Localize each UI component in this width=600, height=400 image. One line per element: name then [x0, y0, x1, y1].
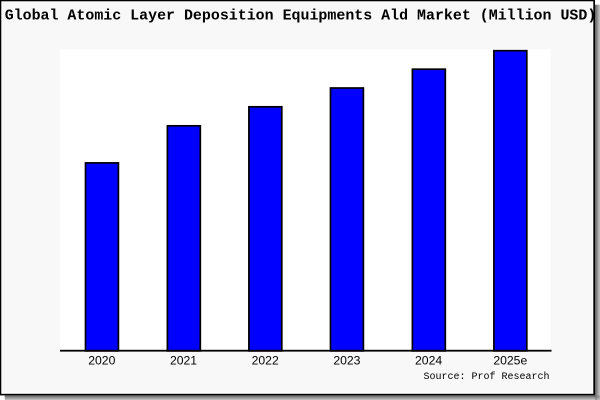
svg-text:2024: 2024 [415, 354, 442, 368]
svg-text:2021: 2021 [170, 354, 197, 368]
svg-text:Source: Prof Research: Source: Prof Research [424, 371, 550, 383]
svg-text:2025e: 2025e [493, 354, 527, 368]
svg-text:2022: 2022 [252, 354, 279, 368]
svg-text:Global Atomic Layer Deposition: Global Atomic Layer Deposition Equipment… [5, 9, 597, 25]
svg-text:2020: 2020 [88, 354, 115, 368]
svg-text:2023: 2023 [333, 354, 360, 368]
